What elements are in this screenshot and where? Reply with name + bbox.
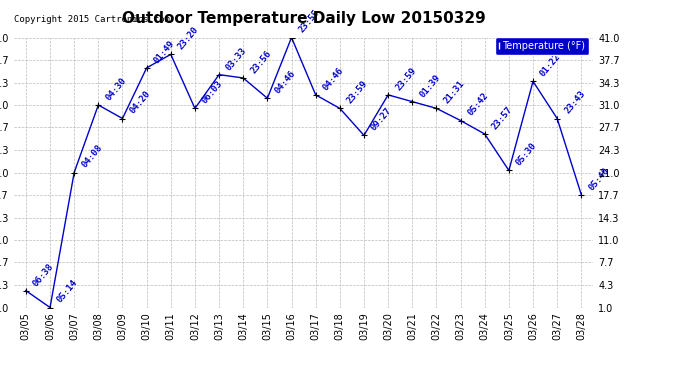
Text: 21:31: 21:31 bbox=[442, 79, 466, 106]
Text: 05:40: 05:40 bbox=[587, 166, 611, 192]
Text: 01:39: 01:39 bbox=[418, 72, 442, 99]
Text: 04:08: 04:08 bbox=[80, 143, 104, 170]
Text: 04:46: 04:46 bbox=[322, 66, 346, 92]
Text: 23:57: 23:57 bbox=[491, 105, 515, 131]
Text: 23:56: 23:56 bbox=[249, 49, 273, 75]
Text: 23:59: 23:59 bbox=[346, 79, 370, 106]
Text: Copyright 2015 Cartronics.com: Copyright 2015 Cartronics.com bbox=[14, 15, 170, 24]
Text: 03:33: 03:33 bbox=[225, 45, 249, 72]
Text: 05:42: 05:42 bbox=[466, 92, 491, 118]
Text: 06:03: 06:03 bbox=[201, 79, 225, 106]
Text: 09:27: 09:27 bbox=[370, 106, 394, 133]
Text: 01:22: 01:22 bbox=[539, 52, 563, 79]
Text: 23:43: 23:43 bbox=[563, 89, 587, 116]
Text: 06:38: 06:38 bbox=[32, 261, 56, 288]
Text: 23:55: 23:55 bbox=[297, 8, 322, 35]
Text: 01:49: 01:49 bbox=[152, 39, 177, 65]
Text: 23:20: 23:20 bbox=[177, 25, 201, 52]
Text: 05:30: 05:30 bbox=[515, 141, 539, 168]
Text: Outdoor Temperature Daily Low 20150329: Outdoor Temperature Daily Low 20150329 bbox=[121, 11, 486, 26]
Text: 04:46: 04:46 bbox=[273, 69, 297, 96]
Text: 04:20: 04:20 bbox=[128, 89, 152, 116]
Text: 05:14: 05:14 bbox=[56, 278, 80, 305]
Legend: Temperature (°F): Temperature (°F) bbox=[495, 37, 589, 55]
Text: 23:59: 23:59 bbox=[394, 66, 418, 92]
Text: 04:30: 04:30 bbox=[104, 76, 128, 102]
